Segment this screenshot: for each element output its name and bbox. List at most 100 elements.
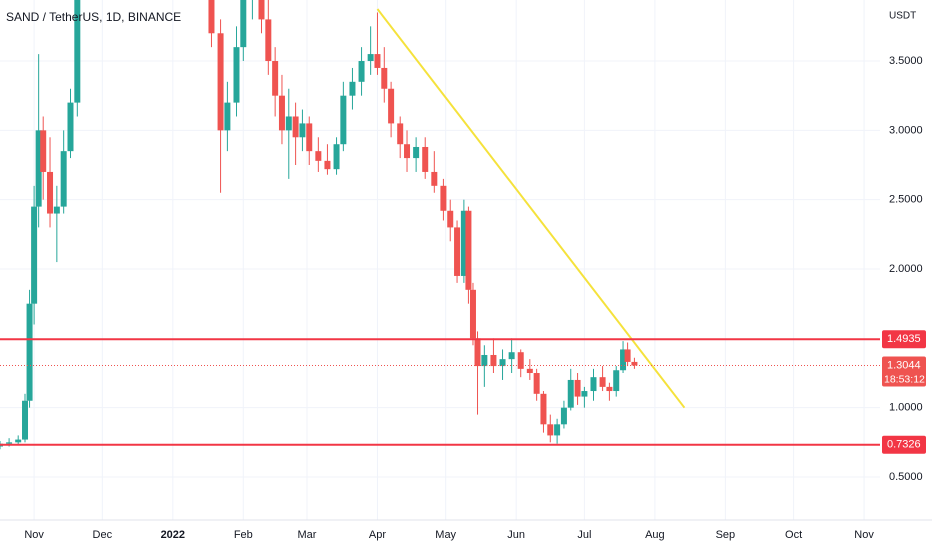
- candle-body: [272, 61, 279, 96]
- candle-body: [299, 123, 306, 138]
- y-tick-label: 2.5000: [889, 194, 923, 206]
- candle-body: [590, 377, 597, 392]
- candle-body: [374, 54, 381, 68]
- y-tick-label: 3.0000: [889, 124, 923, 136]
- candle-body: [278, 95, 285, 131]
- x-tick-label: 2022: [161, 529, 185, 541]
- candle-body: [292, 116, 299, 138]
- candle-body: [208, 0, 215, 34]
- candle-body: [31, 206, 38, 304]
- candle-body: [533, 373, 540, 394]
- x-tick-label: Feb: [234, 529, 253, 541]
- level-label-box: [882, 435, 926, 454]
- candle-body: [397, 123, 404, 145]
- candle-body: [388, 88, 395, 124]
- candle-body: [540, 393, 547, 425]
- grid: [0, 0, 880, 520]
- x-tick-label: May: [435, 529, 456, 541]
- candle-body: [474, 338, 481, 367]
- candle-body: [340, 95, 347, 145]
- candle-body: [315, 151, 322, 161]
- y-tick-label: 0.5000: [889, 471, 923, 483]
- candle-body: [554, 424, 561, 436]
- candle-body: [606, 386, 613, 392]
- x-tick-label: Jun: [507, 529, 525, 541]
- y-tick-label: 2.0000: [889, 263, 923, 275]
- candle-body: [217, 33, 224, 131]
- candle-body: [22, 400, 29, 440]
- x-tick-label: Aug: [645, 529, 665, 541]
- candle-body: [454, 227, 461, 276]
- candle-body: [440, 185, 447, 211]
- candle-body: [367, 54, 374, 62]
- candle-body: [67, 102, 74, 152]
- candle-body: [547, 424, 554, 436]
- trendline: [376, 8, 686, 409]
- candle-body: [447, 210, 454, 228]
- y-tick-label: 1.0000: [889, 402, 923, 414]
- candle-body: [508, 352, 515, 360]
- candle-body: [358, 61, 365, 82]
- candle-body: [381, 67, 388, 89]
- candle-body: [517, 352, 524, 369]
- last-price-box: [882, 356, 926, 387]
- x-tick-label: Oct: [785, 529, 802, 541]
- candle-body: [581, 391, 588, 397]
- level-label: 0.7326: [887, 439, 921, 451]
- candle-body: [333, 144, 340, 170]
- x-tick-label: Jul: [577, 529, 591, 541]
- y-tick-label: 3.5000: [889, 55, 923, 67]
- candle-body: [258, 0, 265, 20]
- candle-body: [35, 130, 42, 207]
- candle-body: [26, 303, 33, 401]
- candle-body: [15, 439, 22, 443]
- candle-body: [349, 81, 356, 96]
- x-tick-label: Nov: [854, 529, 874, 541]
- candle-body: [567, 379, 574, 408]
- level-label-box: [882, 330, 926, 349]
- candle-body: [624, 349, 631, 362]
- candle-body: [490, 354, 497, 367]
- x-tick-label: Dec: [93, 529, 113, 541]
- candle-body: [404, 144, 411, 159]
- candle-body: [465, 210, 472, 290]
- candle-body: [306, 123, 313, 152]
- candle-body: [6, 442, 13, 444]
- candle-body: [53, 206, 60, 214]
- last-price-label: 1.3044: [887, 359, 921, 371]
- axes: Nov Dec 2022 Feb Mar Apr May Jun Jul Aug Sep Oct Nov…: [0, 55, 932, 541]
- candle-body: [469, 289, 476, 339]
- chart-title: SAND / TetherUS, 1D, BINANCE: [6, 10, 181, 24]
- x-tick-label: Nov: [24, 529, 44, 541]
- candle-body: [60, 151, 67, 207]
- candle-body: [74, 0, 81, 103]
- candle-body: [413, 146, 420, 159]
- y-unit: USDT: [889, 11, 916, 22]
- candle-body: [285, 116, 292, 131]
- candle-body: [431, 171, 438, 186]
- candle-body: [422, 146, 429, 172]
- candle-body: [526, 368, 533, 374]
- candle-body: [40, 130, 47, 172]
- candle-body: [499, 359, 506, 367]
- plot-area: [0, 0, 880, 450]
- candle-body: [613, 370, 620, 392]
- candle-body: [460, 210, 467, 276]
- candle-body: [265, 19, 272, 62]
- countdown: 18:53:12: [884, 373, 925, 385]
- candle-body: [481, 354, 488, 367]
- x-tick-label: Apr: [369, 529, 386, 541]
- candle-body: [47, 171, 54, 214]
- candle-body: [574, 379, 581, 397]
- x-tick-label: Sep: [716, 529, 736, 541]
- candle-body: [631, 361, 638, 366]
- level-label: 1.4935: [887, 333, 921, 345]
- candle-body: [224, 102, 231, 131]
- candle-body: [233, 47, 240, 103]
- candle-body: [240, 0, 247, 48]
- candle-body: [620, 349, 627, 371]
- candle-body: [560, 407, 567, 425]
- candle-body: [324, 160, 331, 170]
- candle-body: [599, 377, 606, 387]
